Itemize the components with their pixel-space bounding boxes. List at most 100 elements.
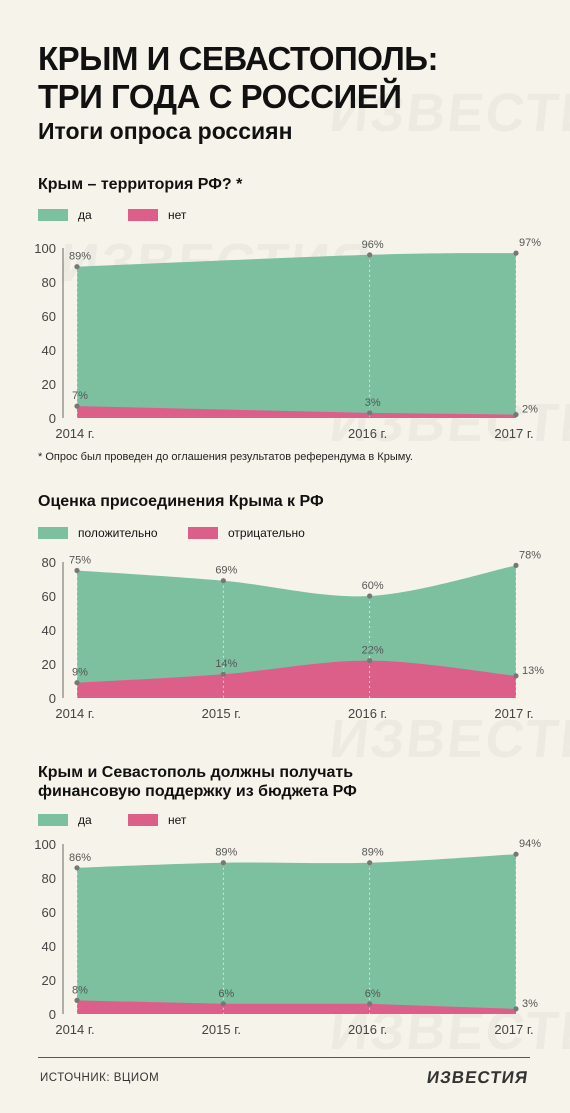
data-label: 60% <box>362 580 384 592</box>
data-label: 22% <box>362 645 384 657</box>
legend-label: отрицательно <box>228 526 305 540</box>
data-point <box>220 860 226 866</box>
izvestia-logo: ИЗВЕСТИЯ <box>425 1068 530 1087</box>
page-title-line2: ТРИ ГОДА С РОССИЕЙ <box>38 78 402 115</box>
y-tick-label: 0 <box>49 1007 56 1022</box>
x-tick-label: 2016 г. <box>348 1022 387 1037</box>
data-label: 3% <box>365 397 381 409</box>
y-tick-label: 20 <box>42 973 56 988</box>
x-tick-label: 2014 г. <box>55 1022 94 1037</box>
x-tick-label: 2014 г. <box>55 706 94 721</box>
data-label: 89% <box>69 251 91 263</box>
footnote: * Опрос был проведен до оглашения резуль… <box>38 451 413 463</box>
data-point <box>367 410 373 416</box>
x-tick-label: 2017 г. <box>494 1022 533 1037</box>
data-point <box>367 593 373 599</box>
data-label: 75% <box>69 555 91 567</box>
chart1-title: Крым – территория РФ? * <box>38 176 243 193</box>
data-label: 6% <box>365 988 381 1000</box>
area-да <box>77 854 516 1014</box>
data-label: 69% <box>215 565 237 577</box>
data-label: 2% <box>522 404 538 416</box>
page-subtitle: Итоги опроса россиян <box>38 118 293 144</box>
x-tick-label: 2016 г. <box>348 426 387 441</box>
area-нет <box>77 406 516 418</box>
legend-swatch-pink <box>188 527 218 539</box>
x-tick-label: 2016 г. <box>348 706 387 721</box>
data-point <box>367 860 373 866</box>
legend-swatch-green <box>38 209 68 221</box>
chart2-area-chart: 0 20 40 60 80 75% 9% 2014 г. 69% 14% 2015 г. 60% 22%… <box>42 549 545 721</box>
data-label: 89% <box>362 847 384 859</box>
data-point <box>74 865 80 871</box>
x-tick-label: 2015 г. <box>202 706 241 721</box>
data-point <box>367 658 373 664</box>
y-tick-label: 60 <box>42 309 56 324</box>
chart2-legend: положительно отрицательно <box>38 526 305 540</box>
y-tick-label: 100 <box>34 241 56 256</box>
data-point <box>513 1006 519 1012</box>
data-point <box>74 997 80 1003</box>
y-tick-label: 80 <box>42 275 56 290</box>
area-да <box>77 253 516 418</box>
y-tick-label: 60 <box>42 589 56 604</box>
data-label: 6% <box>218 988 234 1000</box>
data-label: 97% <box>519 237 541 249</box>
data-label: 96% <box>362 239 384 251</box>
data-label: 94% <box>519 838 541 850</box>
data-label: 7% <box>72 390 88 402</box>
legend-label: да <box>78 208 92 222</box>
footer-divider <box>38 1057 530 1058</box>
data-point <box>220 1001 226 1007</box>
legend-swatch-pink <box>128 209 158 221</box>
y-tick-label: 80 <box>42 871 56 886</box>
data-point <box>513 673 519 679</box>
page-title-line1: КРЫМ И СЕВАСТОПОЛЬ: <box>38 40 439 77</box>
y-tick-label: 40 <box>42 623 56 638</box>
data-point <box>74 680 80 686</box>
y-tick-label: 20 <box>42 657 56 672</box>
y-tick-label: 40 <box>42 939 56 954</box>
data-point <box>367 1001 373 1007</box>
legend-swatch-green <box>38 814 68 826</box>
data-label: 13% <box>522 665 544 677</box>
chart1-legend: да нет <box>38 208 186 222</box>
data-point <box>513 562 519 568</box>
data-point <box>74 403 80 409</box>
x-tick-label: 2015 г. <box>202 1022 241 1037</box>
legend-label: да <box>78 813 92 827</box>
data-label: 9% <box>72 667 88 679</box>
chart1-area-chart: 0 20 40 60 80 100 89% 7% 2014 г. 96% 3% 2016 г. 97% 2… <box>34 237 541 441</box>
legend-label: положительно <box>78 526 158 540</box>
data-point <box>513 250 519 256</box>
data-point <box>513 851 519 857</box>
y-tick-label: 40 <box>42 343 56 358</box>
data-point <box>74 264 80 270</box>
chart3-title-line2: финансовую поддержку из бюджета РФ <box>38 783 357 800</box>
data-label: 8% <box>72 984 88 996</box>
data-point <box>513 412 519 418</box>
legend-swatch-green <box>38 527 68 539</box>
data-point <box>220 671 226 677</box>
area-нет <box>77 1000 516 1014</box>
x-tick-label: 2014 г. <box>55 426 94 441</box>
x-tick-label: 2017 г. <box>494 426 533 441</box>
y-tick-label: 0 <box>49 691 56 706</box>
area-отрицательно <box>77 660 516 698</box>
y-tick-label: 20 <box>42 377 56 392</box>
y-tick-label: 100 <box>34 837 56 852</box>
data-label: 14% <box>215 658 237 670</box>
chart3-title-line1: Крым и Севастополь должны получать <box>38 764 354 781</box>
legend-swatch-pink <box>128 814 158 826</box>
chart3-area-chart: 0 20 40 60 80 100 86% 8% 2014 г. 89% 6% 2015 г. 89% 6… <box>34 837 541 1037</box>
data-point <box>220 578 226 584</box>
data-point <box>367 252 373 258</box>
data-label: 89% <box>215 847 237 859</box>
legend-label: нет <box>168 813 187 827</box>
x-tick-label: 2017 г. <box>494 706 533 721</box>
chart3-legend: да нет <box>38 813 186 827</box>
data-label: 78% <box>519 549 541 561</box>
data-label: 86% <box>69 852 91 864</box>
chart2-title: Оценка присоединения Крыма к РФ <box>38 493 324 510</box>
y-tick-label: 0 <box>49 411 56 426</box>
